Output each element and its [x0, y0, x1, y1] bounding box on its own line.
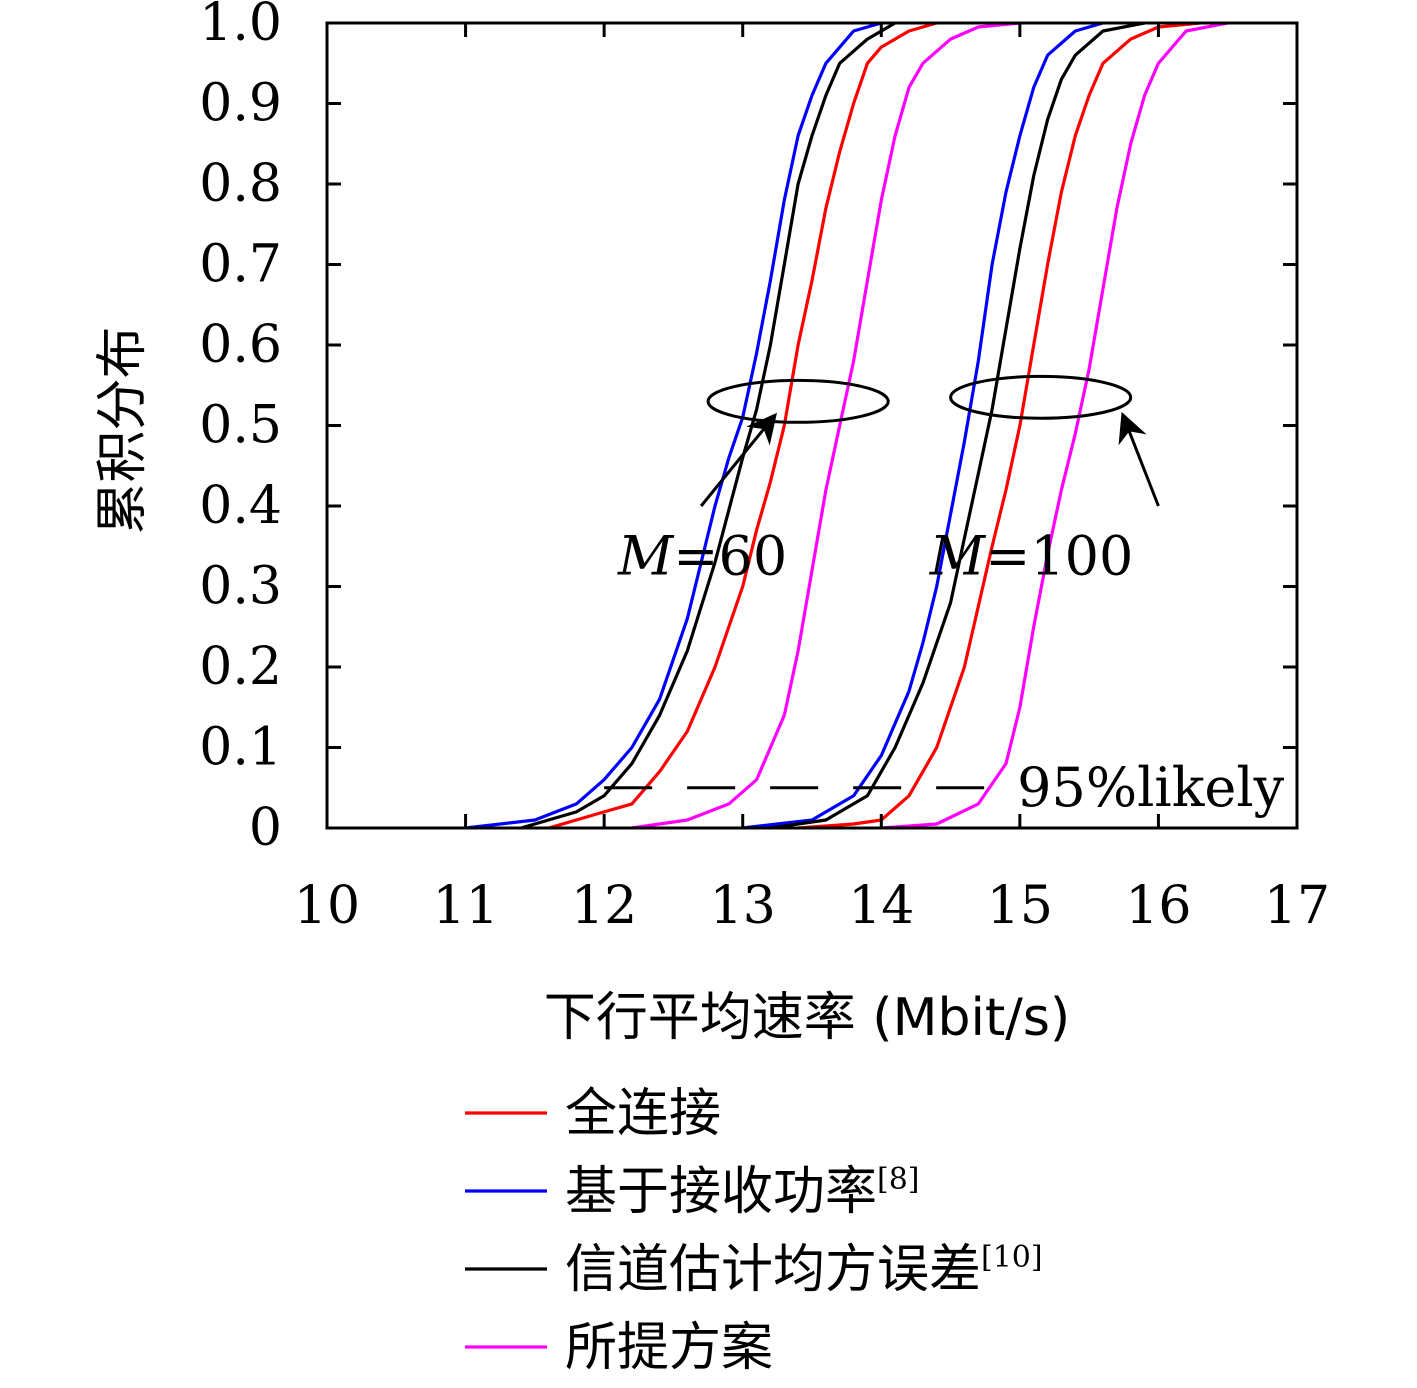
x-tick-label: 13 — [710, 876, 776, 936]
series-line-3 — [520, 23, 896, 828]
series-line-8 — [881, 23, 1229, 828]
legend-entry-name: 所提方案 — [565, 1318, 773, 1378]
legend-entry-citation: [10] — [981, 1240, 1043, 1275]
y-tick-label: 0 — [249, 798, 282, 858]
legend-entry-name: 信道估计均方误差 — [565, 1240, 981, 1300]
x-tick-label: 15 — [987, 876, 1053, 936]
series-line-7 — [770, 23, 1145, 828]
x-tick-label: 16 — [1125, 876, 1191, 936]
legend-entry-name: 全连接 — [565, 1084, 721, 1144]
x-tick-label: 14 — [848, 876, 914, 936]
series-line-2 — [465, 23, 882, 828]
series-line-6 — [742, 23, 1104, 828]
y-tick-label: 0.8 — [199, 154, 282, 214]
annotation-ellipse — [949, 374, 1133, 420]
legend-entry: 所提方案 — [565, 1318, 773, 1378]
reference-line-label: 95%likely — [1017, 756, 1285, 819]
legend-entry-name: 基于接收功率 — [565, 1162, 877, 1222]
annotation-arrow — [1118, 411, 1160, 507]
x-axis-title: 下行平均速率 (Mbit/s) — [544, 988, 1070, 1048]
y-tick-label: 0.3 — [199, 557, 282, 617]
legend-entry: 信道估计均方误差[10] — [565, 1240, 1043, 1300]
x-tick-label: 10 — [294, 876, 360, 936]
x-tick-label: 12 — [571, 876, 637, 936]
y-tick-label: 0.1 — [199, 718, 282, 778]
series-line-1 — [548, 23, 938, 828]
annotation-label-rest: =60 — [673, 524, 787, 587]
annotation-label: M=60 — [617, 524, 787, 587]
y-tick-label: 0.5 — [199, 396, 282, 456]
y-tick-label: 1.0 — [199, 0, 282, 53]
y-tick-label: 0.2 — [199, 637, 282, 697]
annotation-label-italic: M — [617, 524, 675, 587]
y-tick-label: 0.6 — [199, 315, 282, 375]
annotation-label: M=100 — [929, 524, 1134, 587]
annotation-label-italic: M — [929, 524, 987, 587]
plot-frame — [325, 21, 1299, 830]
annotations: M=60 M=100 — [617, 374, 1160, 587]
legend-entry: 全连接 — [565, 1084, 721, 1144]
legend-entry-citation: [8] — [877, 1162, 920, 1197]
annotation-ellipse — [706, 378, 890, 424]
y-axis-title: 累积分布 — [93, 326, 153, 534]
reference-line-group: 95%likely — [604, 756, 1285, 819]
y-tick-label: 0.4 — [199, 476, 282, 536]
plot-area — [465, 23, 1229, 828]
legend-entry: 基于接收功率[8] — [565, 1162, 920, 1222]
x-tick-label: 17 — [1264, 876, 1330, 936]
y-tick-label: 0.7 — [199, 235, 282, 295]
series-line-4 — [631, 23, 1021, 828]
axes: 10 11 12 13 14 15 16 17 0 0.1 0.2 0.3 0.4 0.5 0.6 0.7 0.… — [199, 0, 1330, 936]
y-tick-label: 0.9 — [199, 74, 282, 134]
annotation-arrow — [699, 412, 777, 507]
series-line-5 — [797, 23, 1201, 828]
x-tick-label: 11 — [432, 876, 498, 936]
annotation-label-rest: =100 — [985, 524, 1133, 587]
